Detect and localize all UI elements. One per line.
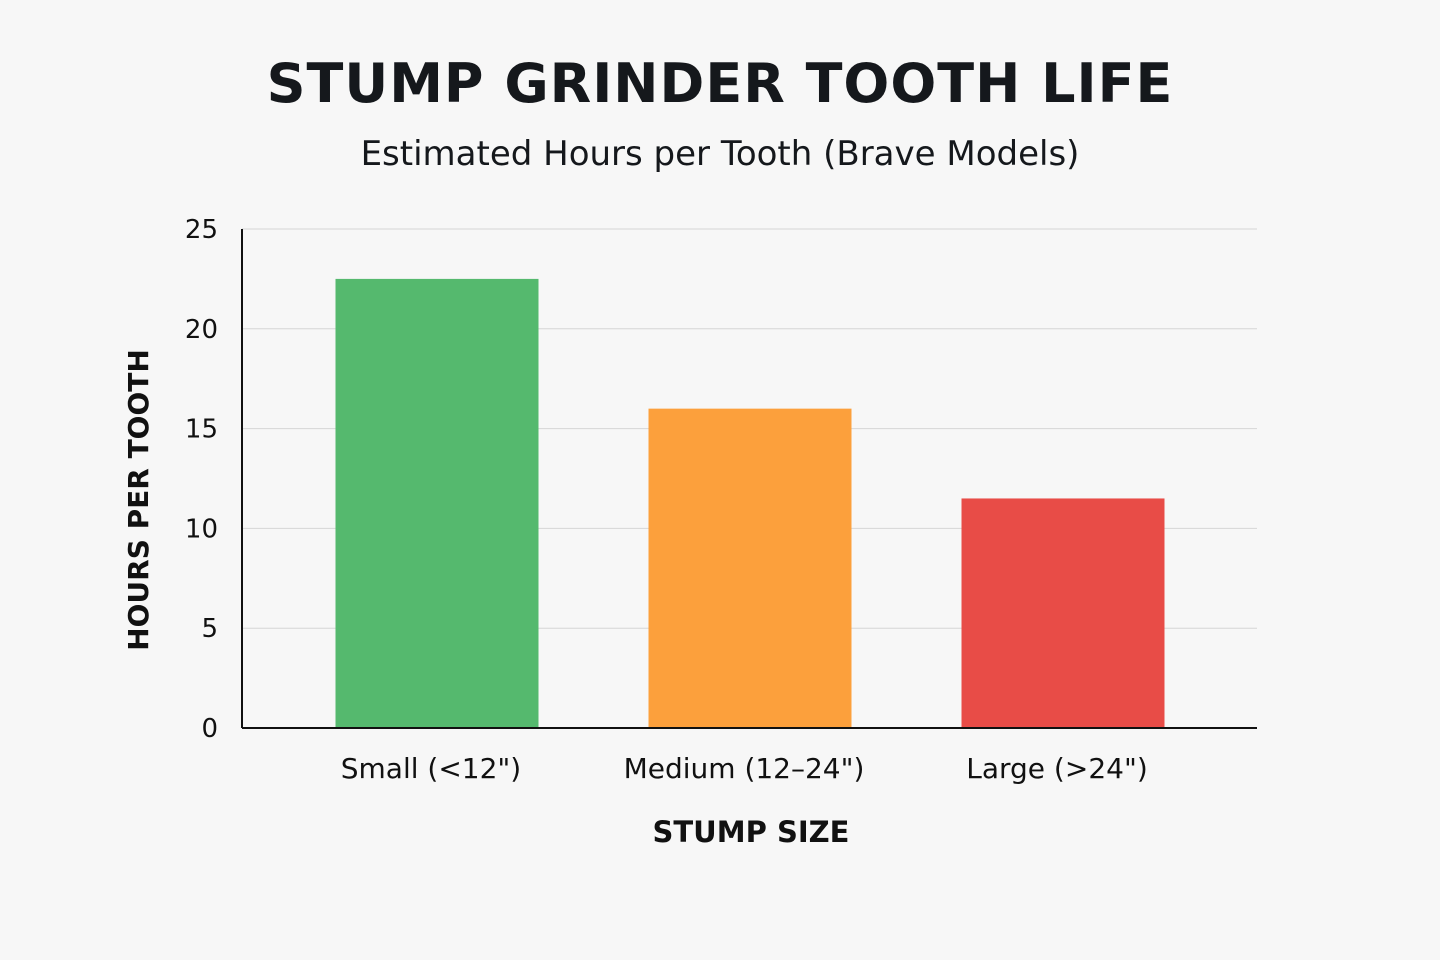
chart-title: STUMP GRINDER TOOTH LIFE [266,52,1174,115]
x-tick-label: Medium (12–24") [624,752,865,785]
bar-1 [648,408,852,728]
y-tick-label: 20 [185,315,218,345]
y-tick-label: 5 [201,614,218,644]
y-tick-label: 10 [185,514,218,544]
x-tick-label: Small (<12") [341,752,521,785]
x-axis-label: STUMP SIZE [653,815,850,849]
bar-0 [335,278,539,728]
chart-subtitle: Estimated Hours per Tooth (Brave Models) [360,134,1080,174]
y-tick-label: 0 [201,714,218,744]
bar-2 [961,498,1165,728]
y-tick-label: 25 [185,215,218,245]
y-axis-label: HOURS PER TOOTH [122,349,155,651]
y-tick-label: 15 [185,415,218,445]
x-tick-label: Large (>24") [966,752,1148,785]
